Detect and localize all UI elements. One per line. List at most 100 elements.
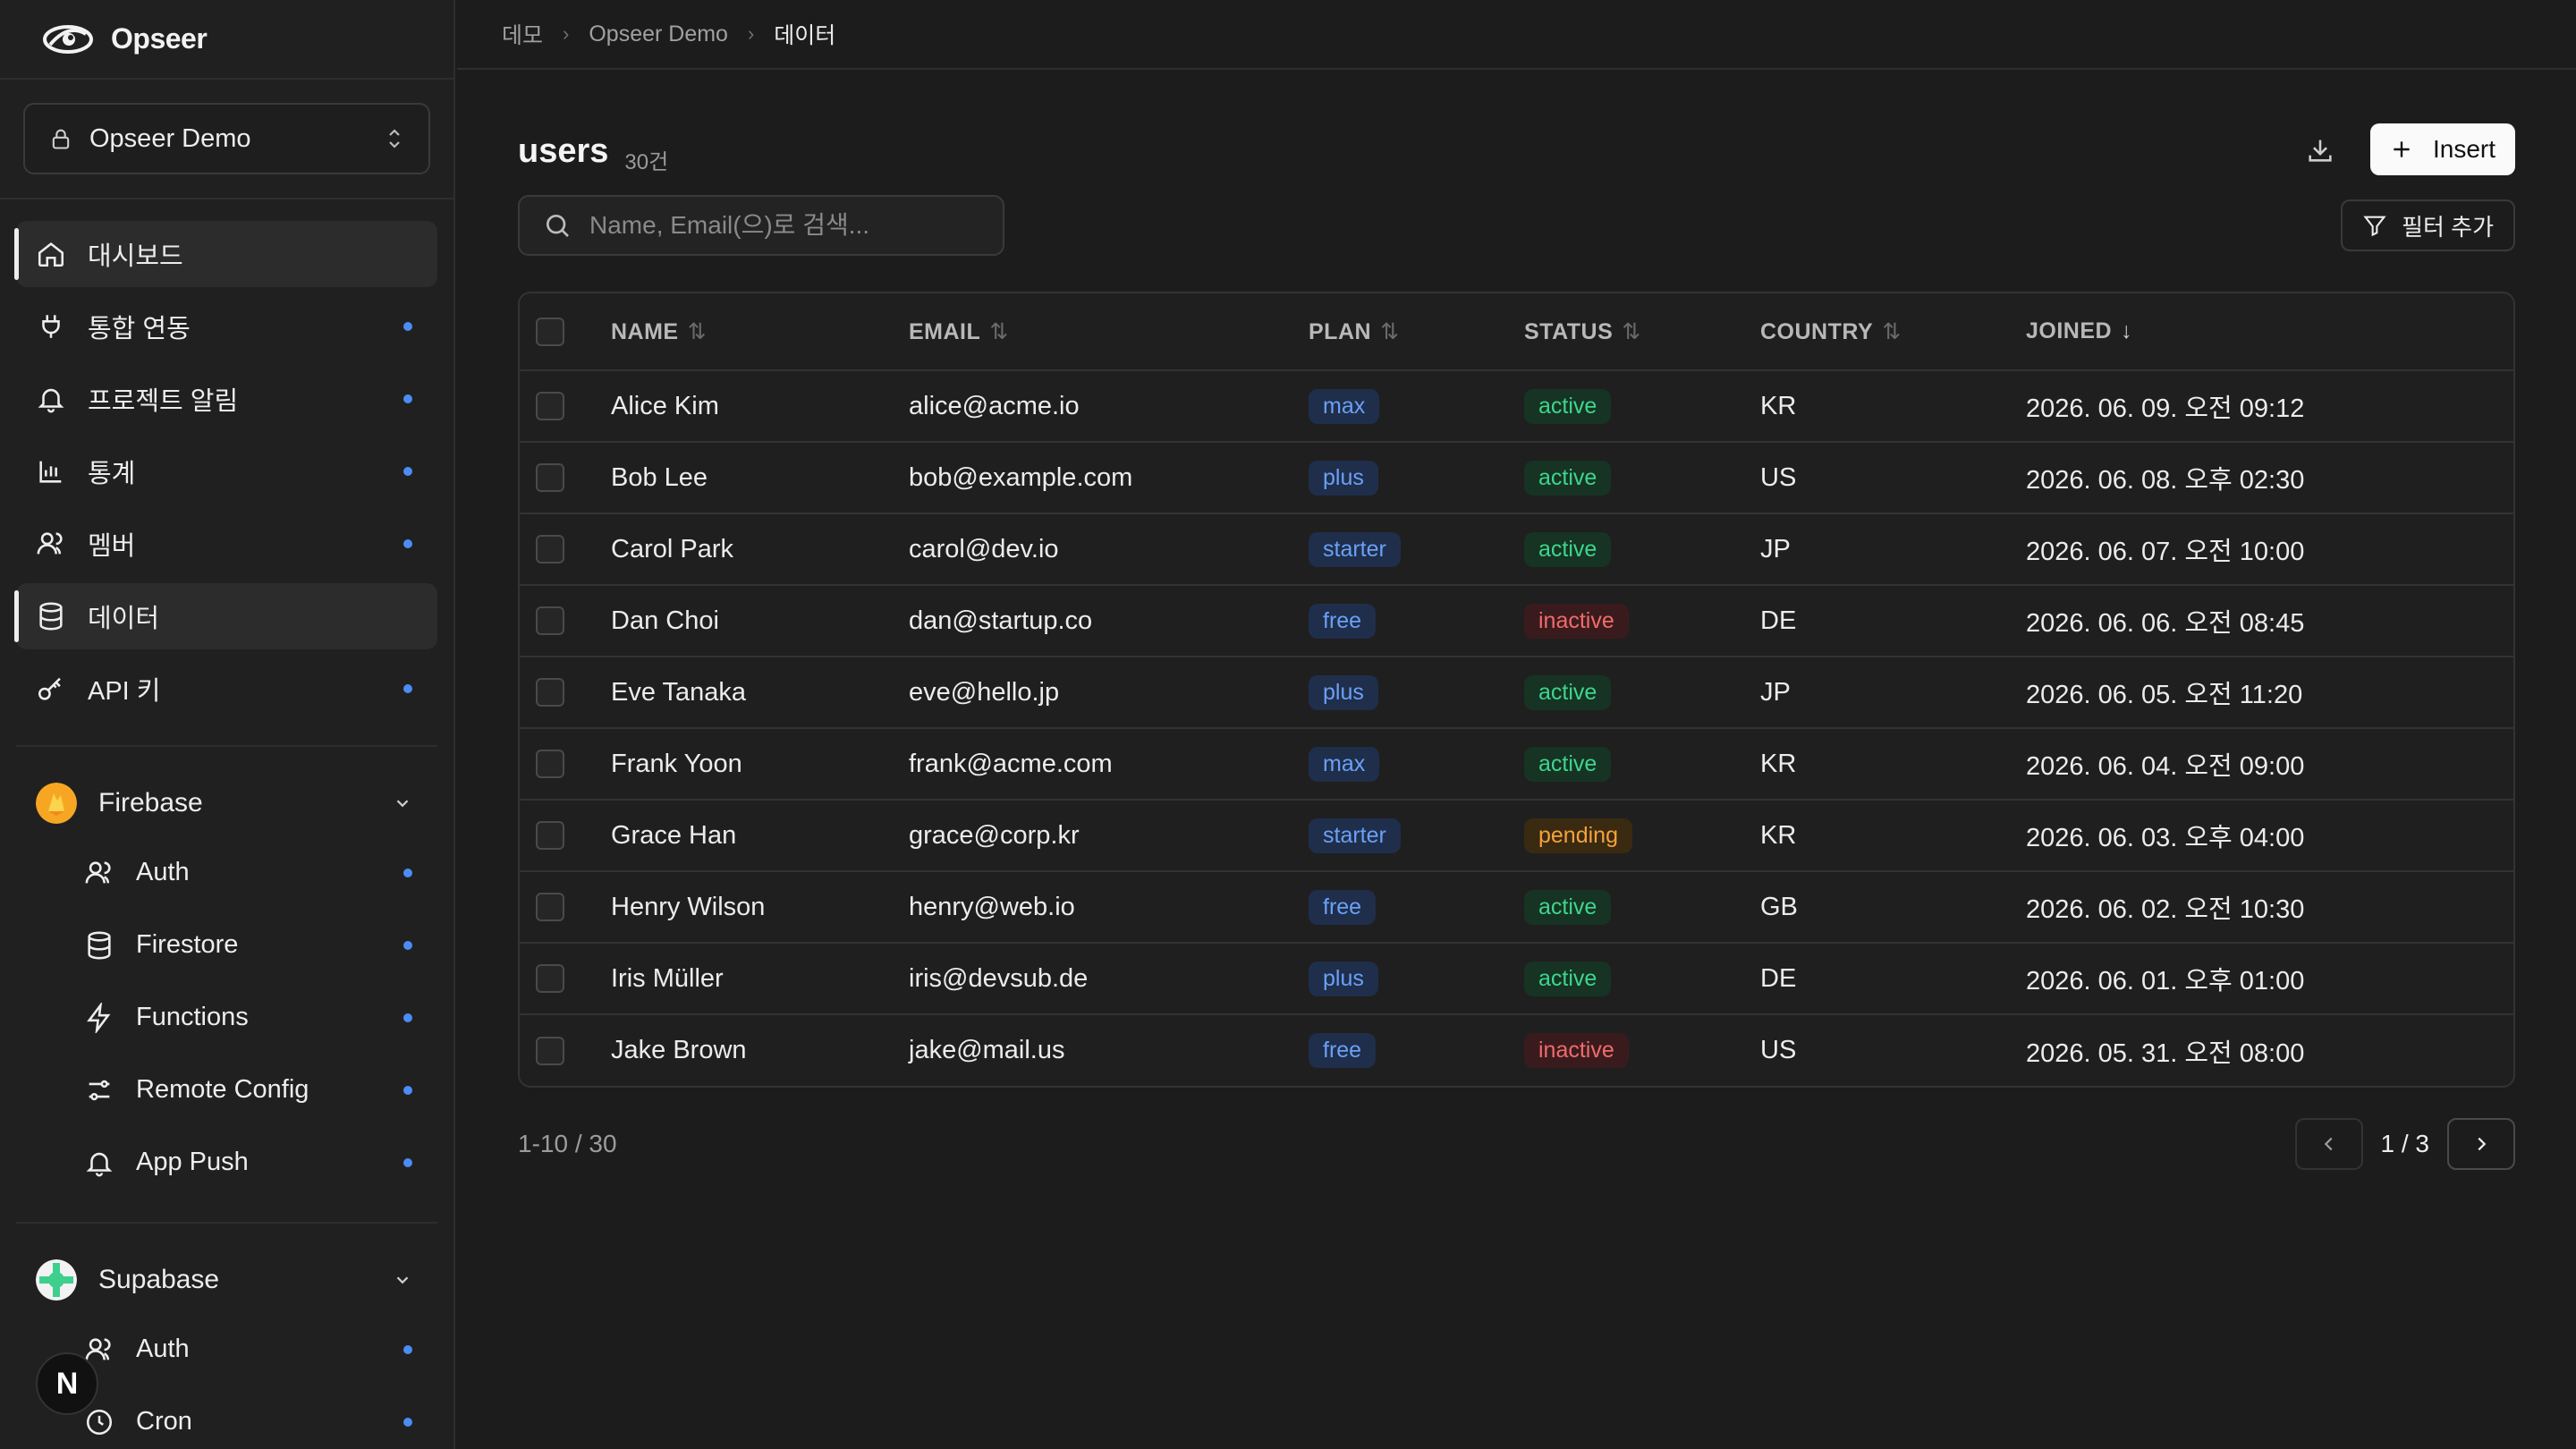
row-checkbox[interactable] bbox=[536, 893, 564, 921]
next-page-button[interactable] bbox=[2447, 1118, 2515, 1170]
insert-button[interactable]: Insert bbox=[2369, 123, 2515, 175]
cell-name: Dan Choi bbox=[611, 606, 719, 635]
lightning-icon bbox=[87, 1002, 111, 1033]
row-checkbox[interactable] bbox=[536, 750, 564, 778]
status-badge: active bbox=[1524, 388, 1612, 424]
sort-icon: ⇅ bbox=[1380, 318, 1400, 344]
nav-label: API 키 bbox=[88, 677, 161, 706]
table-row[interactable]: Eve Tanaka eve@hello.jp plus active JP 2026. … bbox=[520, 657, 2513, 728]
bar-chart-icon bbox=[39, 461, 62, 483]
table-row[interactable]: Iris Müller iris@devsub.de plus active DE 202… bbox=[520, 943, 2513, 1014]
status-badge: inactive bbox=[1524, 1033, 1629, 1068]
supabase-item-auth[interactable]: Auth bbox=[0, 1313, 453, 1385]
status-badge: active bbox=[1524, 674, 1612, 710]
row-checkbox[interactable] bbox=[536, 678, 564, 707]
table-row[interactable]: Jake Brown jake@mail.us free inactive US 2026… bbox=[520, 1014, 2513, 1086]
plug-icon bbox=[42, 315, 60, 338]
insert-label: Insert bbox=[2432, 135, 2496, 163]
cell-joined: 2026. 06. 01. 오후 01:00 bbox=[2026, 967, 2305, 996]
pagination-range: 1-10 / 30 bbox=[518, 1130, 617, 1157]
row-checkbox[interactable] bbox=[536, 1036, 564, 1065]
cell-email: iris@devsub.de bbox=[909, 963, 1089, 993]
status-badge: active bbox=[1524, 746, 1612, 782]
download-icon bbox=[2309, 140, 2332, 162]
download-button[interactable] bbox=[2293, 123, 2347, 177]
column-header-country[interactable]: COUNTRY ⇅ bbox=[1760, 293, 2026, 371]
row-checkbox[interactable] bbox=[536, 463, 564, 492]
row-checkbox[interactable] bbox=[536, 964, 564, 993]
project-selector[interactable]: Opseer Demo bbox=[23, 103, 430, 174]
column-header-label: PLAN bbox=[1309, 318, 1372, 344]
users-icon bbox=[85, 1337, 111, 1360]
sub-item-label: Functions bbox=[136, 1003, 249, 1031]
breadcrumb: 데모 › Opseer Demo › 데이터 bbox=[457, 0, 2576, 70]
table-row[interactable]: Bob Lee bob@example.com plus active US 2026. … bbox=[520, 442, 2513, 513]
pagination: 1-10 / 30 1 / 3 bbox=[518, 1118, 2515, 1170]
search-box bbox=[518, 195, 1004, 256]
row-checkbox[interactable] bbox=[536, 392, 564, 420]
status-badge: inactive bbox=[1524, 603, 1629, 639]
sort-icon: ⇅ bbox=[1622, 318, 1641, 344]
nav-item-data[interactable]: 데이터 bbox=[14, 583, 437, 649]
column-header-plan[interactable]: PLAN ⇅ bbox=[1309, 293, 1524, 371]
firebase-item-auth[interactable]: Auth bbox=[0, 836, 453, 909]
cell-joined: 2026. 06. 07. 오전 10:00 bbox=[2026, 538, 2305, 566]
page-indicator: 1 / 3 bbox=[2380, 1130, 2429, 1157]
nav-item-integrations[interactable]: 통합 연동 bbox=[16, 293, 437, 360]
brand[interactable]: Opseer bbox=[0, 0, 453, 80]
nav-label: 데이터 bbox=[88, 605, 160, 633]
table-row[interactable]: Frank Yoon frank@acme.com max active KR 2026.… bbox=[520, 728, 2513, 800]
cell-country: US bbox=[1760, 462, 1797, 492]
cell-name: Henry Wilson bbox=[611, 892, 766, 921]
nav-item-project-alerts[interactable]: 프로젝트 알림 bbox=[16, 366, 437, 432]
table-row[interactable]: Carol Park carol@dev.io starter active JP 202… bbox=[520, 513, 2513, 585]
firebase-item-app-push[interactable]: App Push bbox=[0, 1126, 453, 1199]
row-checkbox[interactable] bbox=[536, 821, 564, 850]
supabase-group-toggle[interactable]: Supabase bbox=[0, 1247, 453, 1313]
page-title: users bbox=[518, 132, 609, 170]
cell-country: KR bbox=[1760, 820, 1797, 850]
column-header-status[interactable]: STATUS ⇅ bbox=[1524, 293, 1760, 371]
table-row[interactable]: Henry Wilson henry@web.io free active GB 2026… bbox=[520, 871, 2513, 943]
firebase-item-remote-config[interactable]: Remote Config bbox=[0, 1054, 453, 1126]
nav-item-dashboard[interactable]: 대시보드 bbox=[14, 221, 437, 287]
nav-item-api-keys[interactable]: API 키 bbox=[16, 656, 437, 722]
sort-icon: ⇅ bbox=[1882, 318, 1902, 344]
cell-email: jake@mail.us bbox=[909, 1036, 1065, 1064]
chevron-right-icon: › bbox=[563, 22, 570, 45]
users-icon bbox=[85, 860, 111, 884]
bell-icon bbox=[86, 1152, 113, 1176]
breadcrumb-item[interactable]: Opseer Demo bbox=[589, 21, 728, 47]
supabase-item-cron[interactable]: Cron bbox=[0, 1385, 453, 1449]
search-input[interactable] bbox=[589, 211, 979, 240]
add-filter-button[interactable]: 필터 추가 bbox=[2341, 199, 2515, 251]
floating-n-badge[interactable]: N bbox=[36, 1352, 98, 1415]
plan-badge: max bbox=[1309, 746, 1380, 782]
nav-item-stats[interactable]: 통계 bbox=[16, 438, 437, 504]
column-header-name[interactable]: NAME ⇅ bbox=[611, 293, 909, 371]
nav-item-members[interactable]: 멤버 bbox=[16, 511, 437, 577]
lock-icon bbox=[52, 129, 70, 149]
chevron-down-icon bbox=[396, 800, 409, 808]
row-checkbox[interactable] bbox=[536, 606, 564, 635]
breadcrumb-item[interactable]: 데모 bbox=[502, 23, 544, 48]
cell-email: grace@corp.kr bbox=[909, 820, 1080, 850]
prev-page-button[interactable] bbox=[2294, 1118, 2363, 1170]
sliders-icon bbox=[89, 1080, 110, 1100]
firebase-item-functions[interactable]: Functions bbox=[0, 981, 453, 1054]
column-header-joined[interactable]: JOINED ↓ bbox=[2026, 293, 2513, 371]
select-all-checkbox[interactable] bbox=[536, 317, 564, 346]
table-row[interactable]: Dan Choi dan@startup.co free inactive DE 2026… bbox=[520, 585, 2513, 657]
database-icon bbox=[39, 602, 63, 631]
firebase-group-toggle[interactable]: Firebase bbox=[0, 770, 453, 836]
sort-icon: ⇅ bbox=[687, 318, 708, 344]
firebase-item-firestore[interactable]: Firestore bbox=[0, 909, 453, 981]
cell-country: DE bbox=[1760, 606, 1797, 635]
table-row[interactable]: Alice Kim alice@acme.io max active KR 2026. 0… bbox=[520, 370, 2513, 442]
bell-icon bbox=[38, 388, 64, 413]
sub-item-label: Remote Config bbox=[136, 1075, 309, 1104]
plan-badge: plus bbox=[1309, 961, 1378, 996]
table-row[interactable]: Grace Han grace@corp.kr starter pending KR 20… bbox=[520, 800, 2513, 871]
row-checkbox[interactable] bbox=[536, 535, 564, 564]
column-header-email[interactable]: EMAIL ⇅ bbox=[909, 293, 1309, 371]
